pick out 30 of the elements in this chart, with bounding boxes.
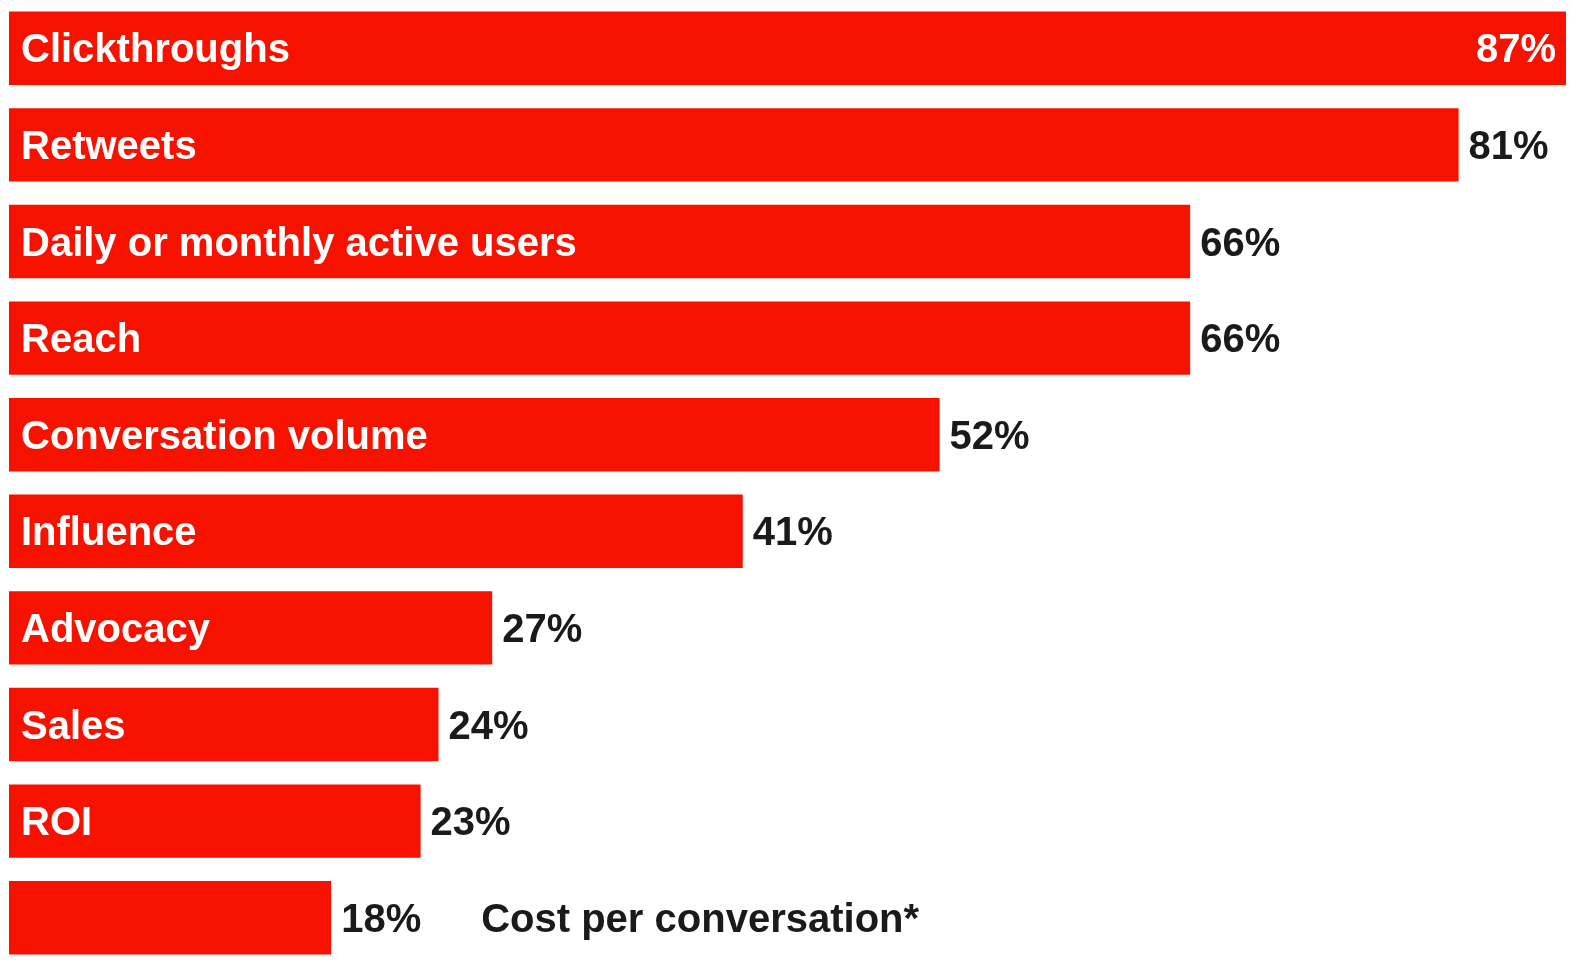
data-label: 66% (1200, 219, 1281, 264)
data-label: 41% (752, 509, 833, 554)
y-tick-label: Conversation volume (21, 412, 428, 457)
data-label: 18% (341, 895, 422, 940)
y-tick-label: ROI (21, 799, 93, 844)
data-label: 23% (430, 799, 511, 844)
bar (9, 108, 1459, 182)
data-label: 24% (448, 702, 529, 747)
bar (9, 397, 940, 472)
y-tick-label: Influence (21, 509, 197, 554)
bar (9, 591, 493, 665)
data-label: 52% (949, 412, 1030, 457)
data-label: 27% (502, 605, 583, 650)
y-tick-label: Daily or monthly active users (21, 219, 577, 264)
y-tick-label: Cost per conversation* (481, 895, 920, 940)
data-label: 81% (1468, 122, 1549, 167)
bar (9, 11, 1566, 86)
y-tick-label: Reach (21, 316, 142, 361)
bar (9, 880, 332, 955)
data-label: 87% (1475, 26, 1556, 71)
bar (9, 687, 439, 762)
bar (9, 784, 421, 858)
y-tick-label: Sales (21, 702, 126, 747)
data-label: 66% (1200, 316, 1281, 361)
bar (9, 204, 1191, 279)
y-tick-label: Clickthroughs (21, 26, 290, 71)
bar (9, 301, 1191, 375)
y-tick-label: Advocacy (21, 605, 211, 650)
y-tick-label: Retweets (21, 122, 197, 167)
bar (9, 494, 743, 569)
